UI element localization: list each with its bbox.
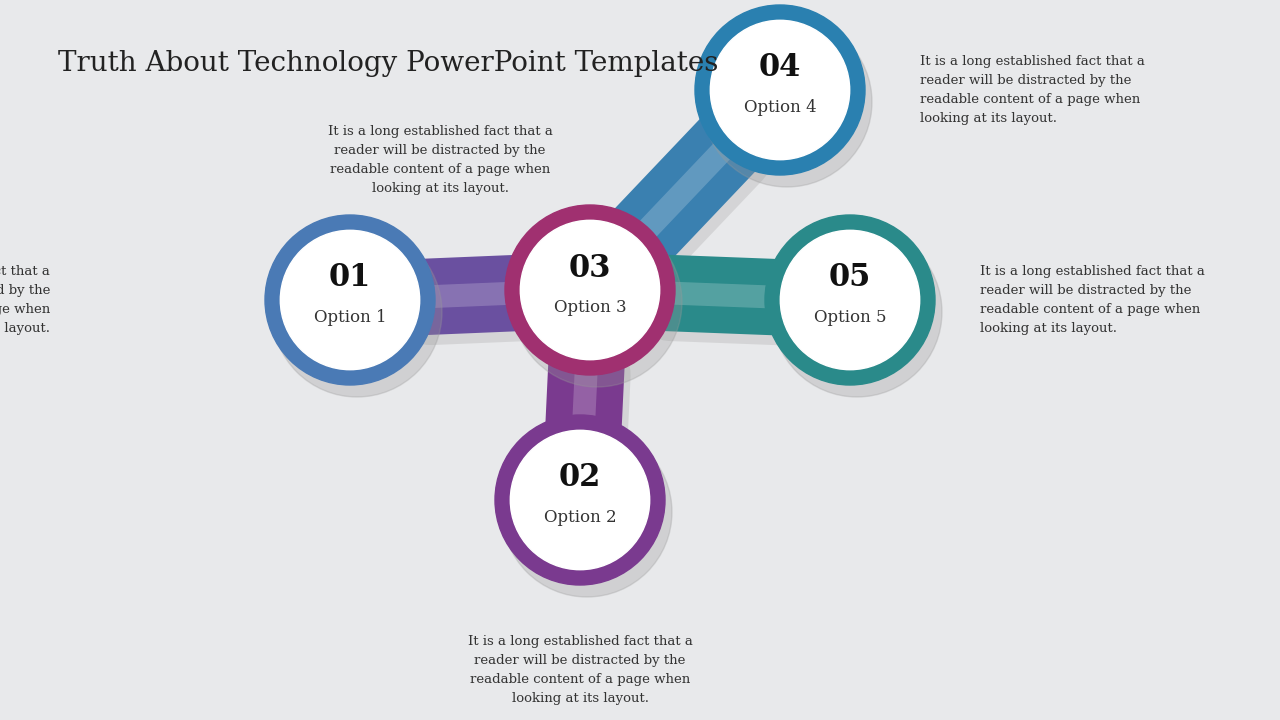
Text: 03: 03 [568, 253, 612, 284]
Text: Truth About Technology PowerPoint Templates: Truth About Technology PowerPoint Templa… [58, 50, 718, 77]
Circle shape [495, 415, 666, 585]
Text: It is a long established fact that a
reader will be distracted by the
readable c: It is a long established fact that a rea… [920, 55, 1144, 125]
Circle shape [273, 227, 442, 397]
Text: Option 5: Option 5 [814, 310, 886, 326]
Circle shape [710, 20, 850, 160]
Text: It is a long established fact that a
reader will be distracted by the
readable c: It is a long established fact that a rea… [328, 125, 553, 195]
Text: It is a long established fact that a
reader will be distracted by the
readable c: It is a long established fact that a rea… [980, 265, 1204, 335]
Circle shape [265, 215, 435, 385]
Text: It is a long established fact that a
reader will be distracted by the
readable c: It is a long established fact that a rea… [0, 265, 50, 335]
Text: 04: 04 [759, 53, 801, 84]
Text: Option 4: Option 4 [744, 99, 817, 117]
Circle shape [765, 215, 934, 385]
Circle shape [280, 230, 420, 369]
Circle shape [701, 17, 872, 187]
Text: 05: 05 [829, 263, 872, 294]
Circle shape [502, 427, 672, 597]
Text: Option 3: Option 3 [554, 300, 626, 317]
Text: 01: 01 [329, 263, 371, 294]
Circle shape [511, 431, 650, 570]
Circle shape [506, 205, 675, 375]
Text: Option 1: Option 1 [314, 310, 387, 326]
Text: 02: 02 [559, 462, 602, 493]
Text: It is a long established fact that a
reader will be distracted by the
readable c: It is a long established fact that a rea… [467, 635, 692, 705]
Circle shape [520, 220, 659, 360]
Circle shape [772, 227, 942, 397]
Circle shape [695, 5, 865, 175]
Circle shape [512, 217, 682, 387]
Text: Option 2: Option 2 [544, 510, 616, 526]
Circle shape [781, 230, 920, 369]
